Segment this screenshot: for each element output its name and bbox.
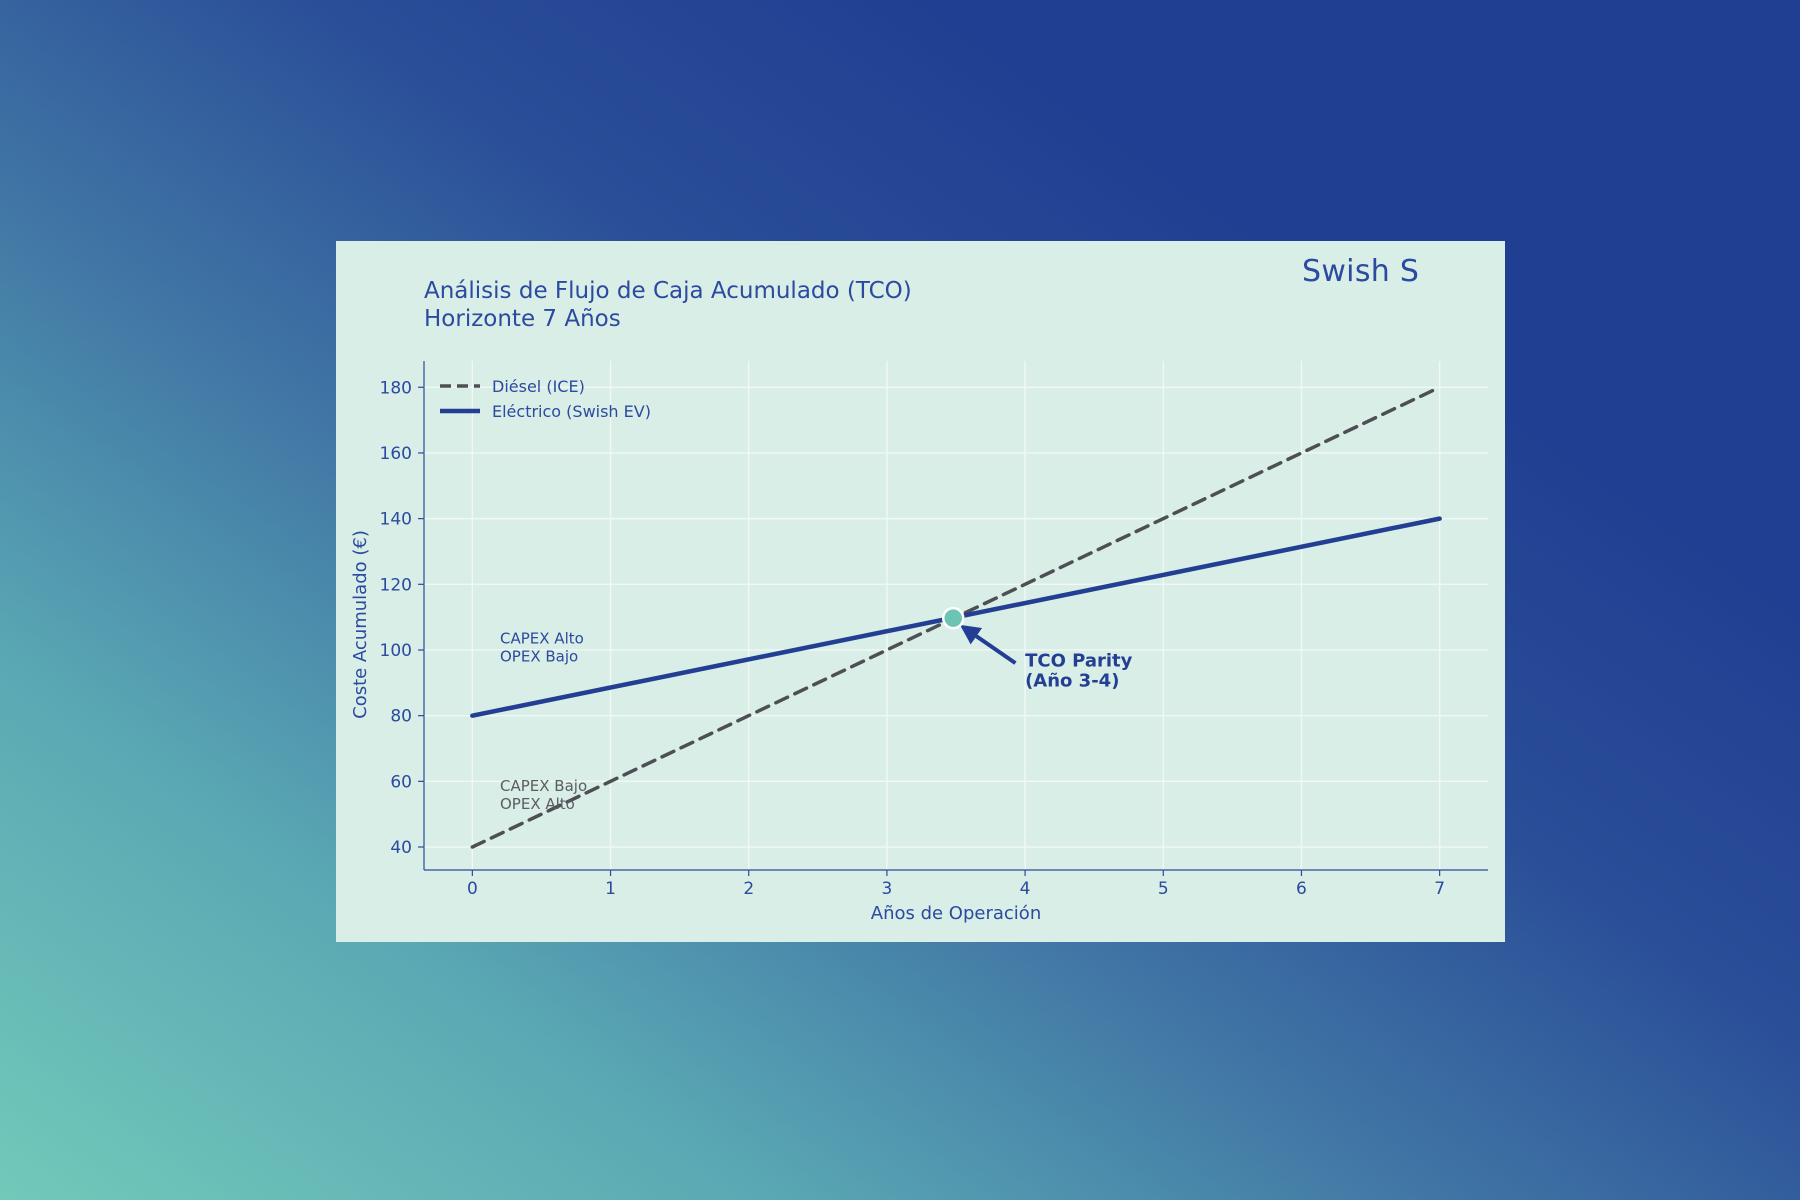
legend-label: Eléctrico (Swish EV) [492, 402, 651, 421]
y-tick-label: 100 [380, 641, 412, 661]
annotation-ice-note-label: CAPEX Bajo [500, 777, 587, 795]
x-tick-label: 6 [1296, 879, 1307, 899]
annotation-ice-note-label: OPEX Alto [500, 795, 575, 813]
y-tick-label: 40 [390, 838, 412, 858]
x-tick-label: 2 [743, 879, 754, 899]
tco-chart: 0 1 2 3 4 5 6 7 40 60 80 100 120 140 160 180 Años de Ope… [350, 361, 1488, 924]
y-tick-label: 180 [380, 378, 412, 398]
x-axis-label: Años de Operación [871, 903, 1041, 924]
legend-label: Diésel (ICE) [492, 377, 585, 396]
chart-title: Análisis de Flujo de Caja Acumulado (TCO… [424, 278, 912, 304]
x-tick-label: 7 [1434, 879, 1445, 899]
x-tick-label: 0 [467, 879, 478, 899]
annotation-ev-note-label: OPEX Bajo [500, 647, 578, 665]
x-tick-label: 4 [1020, 879, 1031, 899]
annotation-ev-note-label: CAPEX Alto [500, 629, 584, 647]
x-tick-label: 1 [605, 879, 616, 899]
x-tick-label: 3 [881, 879, 892, 899]
y-tick-label: 80 [390, 707, 412, 727]
brand-logo-text: Swish S [1302, 254, 1420, 289]
annotation-arrow [959, 624, 1017, 665]
parity-point-marker [941, 606, 965, 630]
annotation-parity-label: (Año 3-4) [1025, 670, 1119, 691]
y-tick-label: 160 [380, 444, 412, 464]
x-tick-label: 5 [1158, 879, 1169, 899]
y-axis-label: Coste Acumulado (€) [350, 530, 371, 719]
y-tick-label: 140 [380, 510, 412, 530]
annotation-parity-label: TCO Parity [1025, 650, 1133, 671]
chart-card: 0 1 2 3 4 5 6 7 40 60 80 100 120 140 160 180 Años de Ope… [336, 241, 1505, 942]
y-tick-label: 60 [390, 772, 412, 792]
y-tick-label: 120 [380, 575, 412, 595]
chart-subtitle: Horizonte 7 Años [424, 306, 621, 332]
